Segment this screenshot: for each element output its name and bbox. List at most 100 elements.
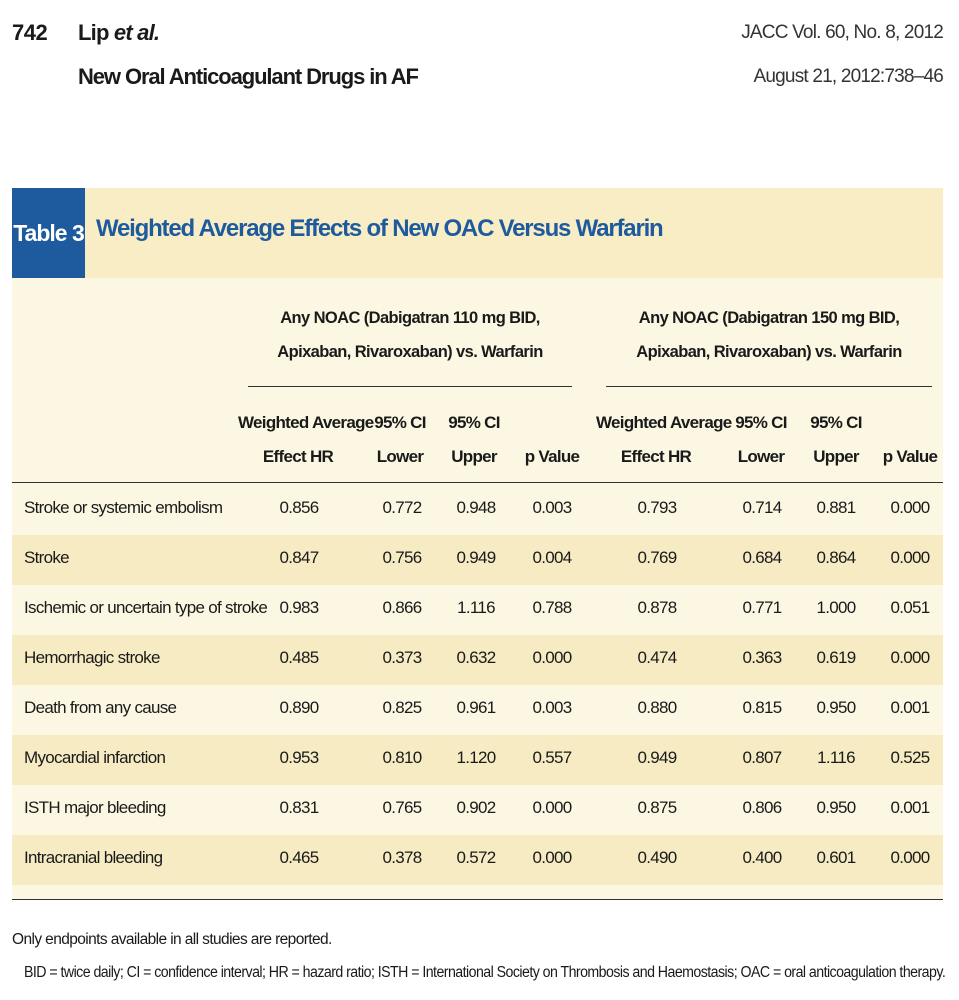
cell-upper-150: 0.864 [816, 548, 856, 567]
col-header-line1: Weighted Average [238, 413, 374, 432]
cell-hr-110: 0.847 [279, 548, 319, 567]
col-header-line2: Lower [737, 447, 785, 466]
cell-hr-150: 0.793 [637, 498, 677, 517]
col-header-line2: Upper [451, 447, 497, 466]
col-header-line1: Weighted Average [596, 413, 732, 432]
journal-pages: August 21, 2012:738–46 [753, 66, 944, 87]
group-rule-110mg [248, 386, 572, 387]
authors: Lip et al. [78, 20, 160, 46]
cell-upper-150: 1.116 [817, 748, 855, 767]
cell-lower-150: 0.815 [742, 698, 782, 717]
table-row: ISTH major bleeding 0.831 0.765 0.902 0.… [12, 785, 943, 835]
group-header-110mg-line2: Apixaban, Rivaroxaban) vs. Warfarin [277, 343, 543, 361]
cell-hr-110: 0.856 [279, 498, 319, 517]
row-label: Intracranial bleeding [24, 848, 163, 867]
cell-p-110: 0.000 [532, 798, 572, 817]
cell-lower-110: 0.772 [382, 498, 422, 517]
header-rule [12, 482, 943, 483]
cell-p-150: 0.001 [890, 798, 930, 817]
table-row: Death from any cause 0.890 0.825 0.961 0… [12, 685, 943, 735]
cell-lower-150: 0.806 [742, 798, 782, 817]
cell-lower-110: 0.373 [382, 648, 422, 667]
col-header-hr-150: Weighted Average Effect HR [596, 406, 732, 474]
table-title: Weighted Average Effects of New OAC Vers… [96, 215, 664, 242]
col-header-p-110: p Value [512, 406, 592, 474]
col-header-line1: 95% CI [810, 413, 862, 432]
cell-hr-110: 0.983 [279, 598, 319, 617]
row-label: Death from any cause [24, 698, 177, 717]
cell-p-150: 0.000 [890, 648, 930, 667]
cell-hr-150: 0.880 [637, 698, 677, 717]
cell-lower-150: 0.807 [742, 748, 782, 767]
table-row: Hemorrhagic stroke 0.485 0.373 0.632 0.0… [12, 635, 943, 685]
cell-lower-110: 0.756 [382, 548, 422, 567]
cell-upper-110: 0.948 [456, 498, 496, 517]
cell-lower-110: 0.765 [382, 798, 422, 817]
cell-p-150: 0.000 [890, 848, 930, 867]
table-row: Stroke or systemic embolism 0.856 0.772 … [12, 485, 943, 535]
cell-upper-150: 0.950 [816, 698, 856, 717]
group-rule-150mg [606, 386, 932, 387]
cell-p-110: 0.003 [532, 698, 572, 717]
col-header-line1: 95% CI [374, 413, 426, 432]
authors-main: Lip [78, 20, 114, 45]
group-header-110mg-line1: Any NOAC (Dabigatran 110 mg BID, [280, 309, 540, 327]
cell-p-150: 0.525 [890, 748, 930, 767]
cell-lower-150: 0.771 [742, 598, 782, 617]
col-header-line2: p Value [524, 447, 580, 466]
cell-lower-150: 0.363 [742, 648, 782, 667]
cell-hr-150: 0.949 [637, 748, 677, 767]
row-label: Hemorrhagic stroke [24, 648, 160, 667]
row-label: Stroke or systemic embolism [24, 498, 223, 517]
table-row: Myocardial infarction 0.953 0.810 1.120 … [12, 735, 943, 785]
cell-hr-110: 0.953 [279, 748, 319, 767]
journal-citation: JACC Vol. 60, No. 8, 2012 [741, 22, 944, 43]
cell-hr-150: 0.769 [637, 548, 677, 567]
group-header-150mg-line2: Apixaban, Rivaroxaban) vs. Warfarin [636, 343, 902, 361]
table-row: Ischemic or uncertain type of stroke 0.9… [12, 585, 943, 635]
table-title-bar [85, 188, 943, 278]
col-header-hr-110: Weighted Average Effect HR [238, 406, 374, 474]
cell-p-150: 0.000 [890, 548, 930, 567]
table-3: Table 3 Weighted Average Effects of New … [12, 188, 943, 900]
footnote-endpoints: Only endpoints available in all studies … [12, 931, 332, 948]
group-header-110mg: Any NOAC (Dabigatran 110 mg BID, Apixaba… [248, 301, 572, 369]
cell-p-150: 0.000 [890, 498, 930, 517]
col-header-line2: Effect HR [262, 447, 334, 466]
cell-upper-110: 0.949 [456, 548, 496, 567]
footnote-abbreviations: BID = twice daily; CI = confidence inter… [24, 964, 946, 981]
col-header-lower-150: 95% CI Lower [721, 406, 801, 474]
cell-upper-110: 0.961 [456, 698, 496, 717]
cell-p-110: 0.557 [532, 748, 572, 767]
cell-hr-110: 0.485 [279, 648, 319, 667]
cell-p-110: 0.788 [532, 598, 572, 617]
cell-lower-110: 0.866 [382, 598, 422, 617]
row-label: Ischemic or uncertain type of stroke [24, 598, 268, 617]
cell-hr-150: 0.875 [637, 798, 677, 817]
group-header-150mg: Any NOAC (Dabigatran 150 mg BID, Apixaba… [606, 301, 932, 369]
running-title: New Oral Anticoagulant Drugs in AF [78, 64, 419, 89]
cell-lower-150: 0.714 [742, 498, 782, 517]
group-header-150mg-line1: Any NOAC (Dabigatran 150 mg BID, [638, 309, 900, 327]
cell-upper-110: 0.902 [456, 798, 496, 817]
col-header-line2: p Value [882, 447, 938, 466]
cell-p-110: 0.004 [532, 548, 572, 567]
cell-upper-110: 1.116 [457, 598, 495, 617]
cell-hr-110: 0.465 [279, 848, 319, 867]
table-bottom-rule [12, 899, 943, 900]
cell-upper-150: 0.950 [816, 798, 856, 817]
cell-hr-110: 0.890 [279, 698, 319, 717]
table-row: Stroke 0.847 0.756 0.949 0.004 0.769 0.6… [12, 535, 943, 585]
cell-hr-150: 0.474 [637, 648, 677, 667]
cell-lower-150: 0.400 [742, 848, 782, 867]
cell-hr-150: 0.490 [637, 848, 677, 867]
cell-upper-110: 1.120 [456, 748, 496, 767]
cell-upper-110: 0.572 [456, 848, 496, 867]
cell-p-150: 0.051 [890, 598, 930, 617]
table-tag: Table 3 [12, 188, 85, 278]
cell-lower-110: 0.378 [382, 848, 422, 867]
cell-hr-150: 0.878 [637, 598, 677, 617]
col-header-upper-150: 95% CI Upper [796, 406, 876, 474]
cell-lower-110: 0.825 [382, 698, 422, 717]
table-row: Intracranial bleeding 0.465 0.378 0.572 … [12, 835, 943, 885]
